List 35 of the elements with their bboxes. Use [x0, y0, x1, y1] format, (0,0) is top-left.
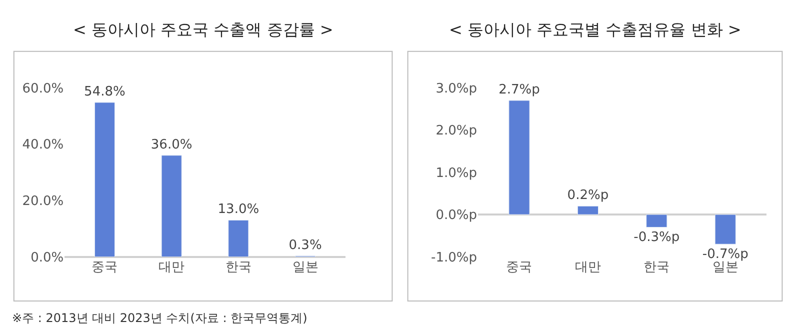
- bar: [161, 155, 182, 257]
- y-tick-label: 0.0%p: [436, 208, 477, 224]
- x-tick-label: 대만: [158, 260, 185, 275]
- y-tick-label: 2.0%p: [436, 124, 477, 139]
- y-tick-label: 60.0%: [22, 81, 64, 96]
- y-tick-label: 20.0%: [22, 194, 64, 210]
- bar: [508, 100, 530, 215]
- x-tick-label: 한국: [225, 260, 252, 275]
- y-tick-label: 0.0%: [30, 250, 64, 266]
- x-tick-label: 일본: [292, 260, 318, 275]
- y-tick-label: 1.0%p: [436, 166, 477, 181]
- y-tick-label: 40.0%: [22, 138, 64, 153]
- data-label: 2.7%p: [498, 82, 540, 98]
- bar: [94, 102, 115, 257]
- data-label: 54.8%: [84, 84, 126, 100]
- x-tick-label: 중국: [92, 260, 118, 275]
- y-tick-label: -1.0%p: [431, 250, 477, 266]
- data-label: 0.2%p: [567, 188, 609, 204]
- data-label: 0.3%: [288, 238, 322, 253]
- y-tick-label: 3.0%p: [436, 81, 477, 96]
- chart-title: < 동아시아 주요국 수출액 증감률 >: [73, 20, 334, 39]
- x-tick-label: 대만: [574, 260, 601, 275]
- bar: [646, 214, 668, 228]
- data-label: -0.7%p: [702, 247, 748, 262]
- x-tick-label: 중국: [506, 260, 532, 275]
- text: ※주 : 2013년 대비 2023년 수치(자료 : 한국무역통계): [12, 311, 308, 325]
- data-label: -0.3%p: [634, 230, 680, 246]
- x-tick-label: 한국: [644, 260, 670, 275]
- data-label: 36.0%: [150, 137, 192, 152]
- data-label: 13.0%: [218, 202, 260, 218]
- bar: [714, 214, 736, 244]
- x-tick-label: 일본: [712, 260, 738, 275]
- chart-title: < 동아시아 주요국별 수출점유율 변화 >: [449, 20, 742, 39]
- bar: [228, 220, 249, 257]
- bar: [577, 206, 598, 215]
